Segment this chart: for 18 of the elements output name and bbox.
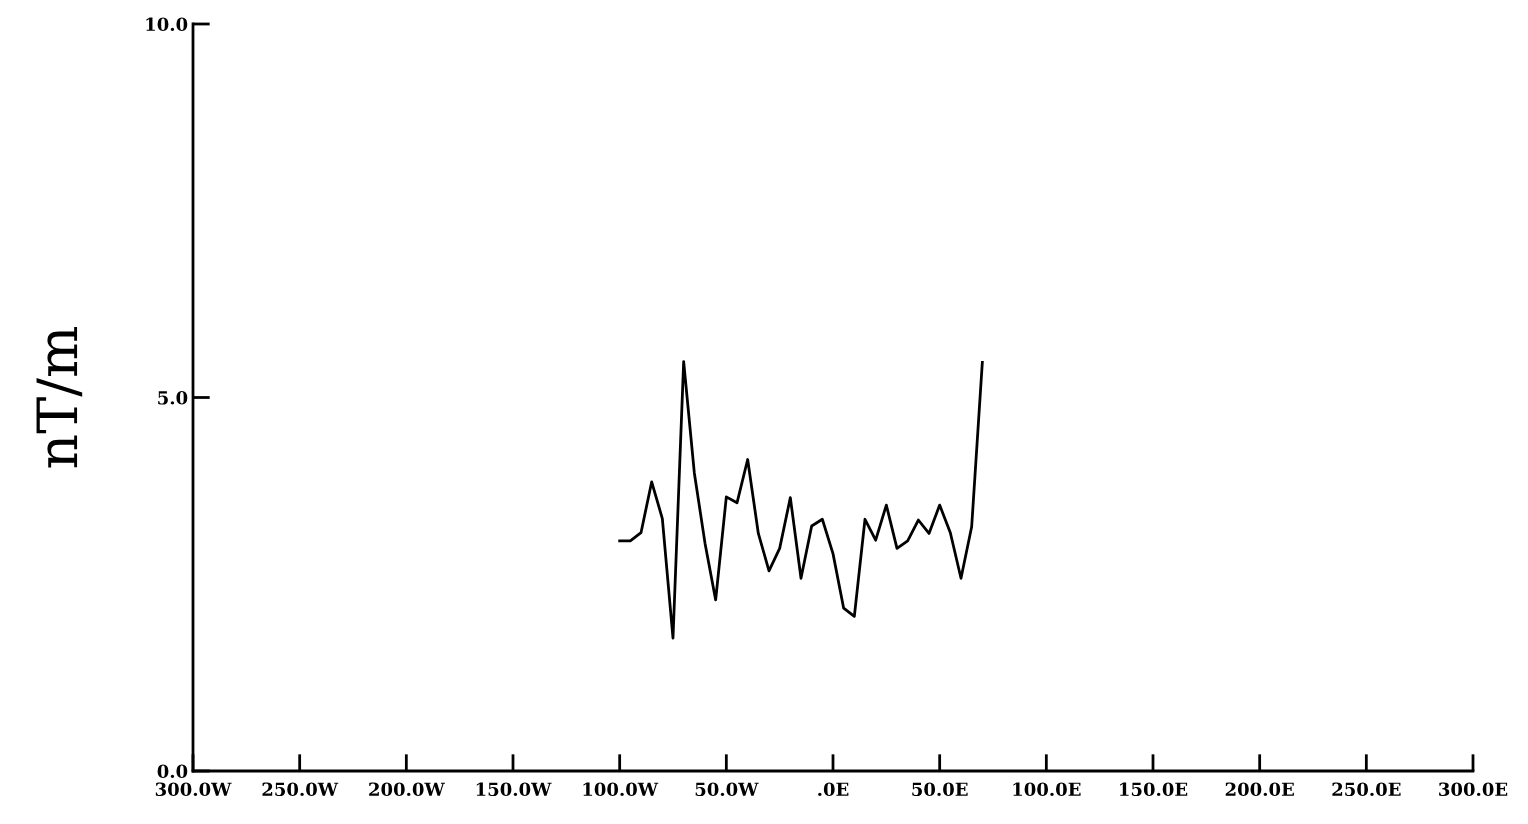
x-tick-label: 250.0W: [262, 782, 339, 797]
x-tick-label: 150.0E: [1120, 782, 1188, 797]
y-tick-label: 10.0: [146, 17, 188, 32]
x-tick-label: 250.0E: [1332, 782, 1401, 797]
x-tick-label: 200.0W: [369, 782, 445, 797]
y-axis-title: nT/m: [36, 326, 83, 468]
x-tick-label: .0E: [818, 782, 849, 797]
x-tick-label: 50.0E: [912, 782, 968, 797]
x-tick-label: 300.0E: [1439, 782, 1508, 797]
y-tick-label: 5.0: [158, 390, 188, 405]
x-tick-label: 150.0W: [476, 782, 552, 797]
x-tick-label: 100.0W: [583, 782, 659, 797]
x-tick-label: 100.0E: [1013, 782, 1081, 797]
x-tick-label: 200.0E: [1225, 782, 1294, 797]
line-series: [618, 360, 984, 640]
y-tick-label: 0.0: [157, 764, 188, 779]
x-tick-label: 50.0W: [695, 782, 759, 797]
x-tick-label: 300.0W: [155, 782, 232, 797]
